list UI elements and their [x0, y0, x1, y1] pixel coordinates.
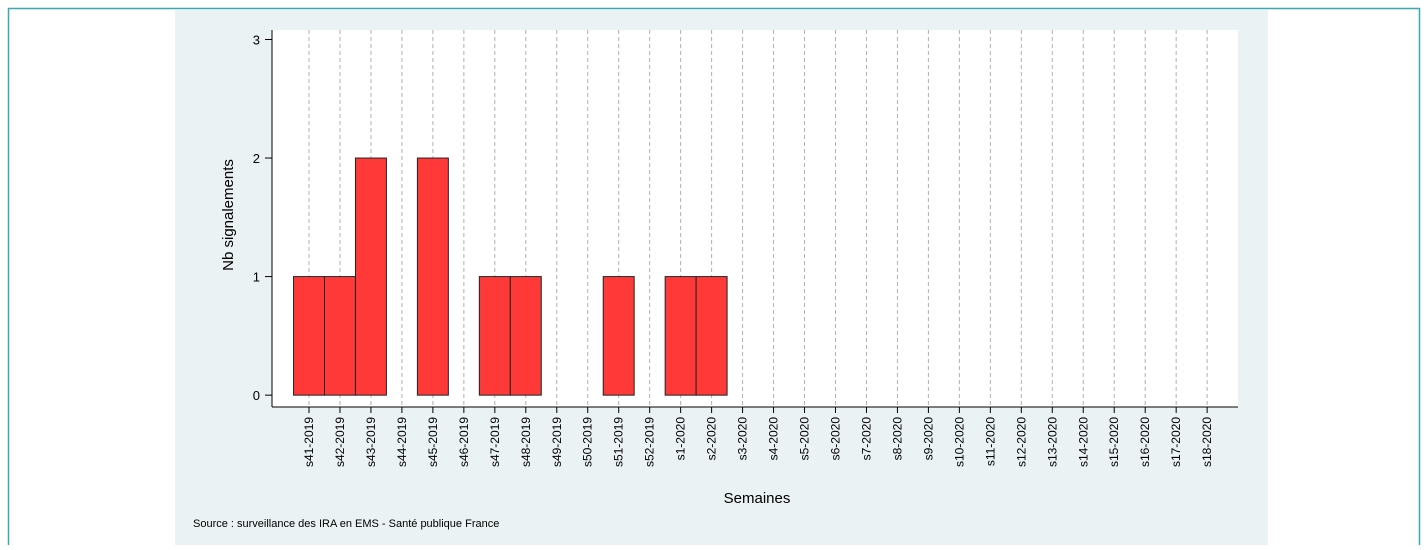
y-tick-label: 3 — [253, 32, 260, 47]
x-tick-label: s45-2019 — [426, 417, 440, 467]
x-tick-label: s13-2020 — [1045, 417, 1059, 467]
x-tick-label: s51-2019 — [612, 417, 626, 467]
bar — [602, 276, 635, 396]
y-axis-title: Nb signalements — [220, 159, 237, 271]
x-tick-label: s12-2020 — [1014, 417, 1028, 467]
bar — [293, 276, 325, 396]
x-tick-label: s3-2020 — [736, 417, 750, 461]
x-tick-label: s50-2019 — [581, 417, 595, 467]
y-tick-label: 0 — [253, 388, 260, 403]
x-tick-label: s7-2020 — [859, 417, 873, 461]
x-tick-label: s9-2020 — [921, 417, 935, 461]
x-tick-label: s46-2019 — [457, 417, 471, 467]
bar — [664, 276, 697, 396]
x-tick-label: s43-2019 — [364, 417, 378, 467]
x-tick-label: s49-2019 — [550, 417, 564, 467]
bar — [478, 276, 511, 396]
source-note: Source : surveillance des IRA en EMS - S… — [193, 518, 499, 530]
x-tick-label: s17-2020 — [1169, 417, 1183, 467]
x-tick-label: s44-2019 — [395, 417, 409, 467]
x-tick-label: s10-2020 — [952, 417, 966, 467]
x-axis-title: Semaines — [724, 490, 791, 507]
x-tick-label: s48-2019 — [519, 417, 533, 467]
bar — [416, 157, 449, 396]
x-tick-label: s14-2020 — [1076, 417, 1090, 467]
bar — [695, 276, 728, 396]
y-tick-label: 2 — [253, 151, 260, 166]
bar — [509, 276, 542, 396]
bar — [354, 157, 387, 396]
bar — [323, 276, 356, 396]
x-tick-label: s15-2020 — [1107, 417, 1121, 467]
x-tick-label: s6-2020 — [828, 417, 842, 461]
x-tick-label: s5-2020 — [798, 417, 812, 461]
x-tick-label: s42-2019 — [333, 417, 347, 467]
x-tick-label: s52-2019 — [643, 417, 657, 467]
x-tick-label: s16-2020 — [1138, 417, 1152, 467]
x-tick-label: s41-2019 — [302, 417, 316, 467]
x-tick-label: s47-2019 — [488, 417, 502, 467]
x-tick-label: s8-2020 — [890, 417, 904, 461]
y-tick-label: 1 — [253, 270, 260, 285]
x-tick-label: s11-2020 — [983, 417, 997, 466]
x-tick-label: s2-2020 — [705, 417, 719, 461]
x-tick-label: s4-2020 — [767, 417, 781, 461]
x-tick-label: s1-2020 — [674, 417, 688, 461]
x-tick-label: s18-2020 — [1200, 417, 1214, 467]
